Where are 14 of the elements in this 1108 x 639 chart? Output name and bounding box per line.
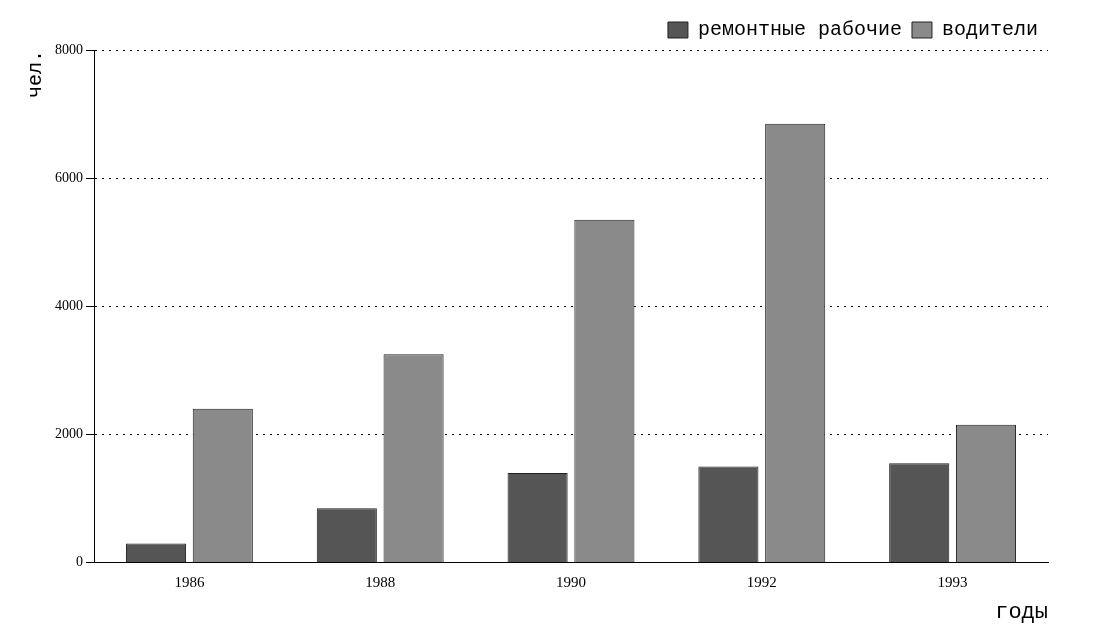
y-tick-label: 4000 — [55, 297, 83, 313]
y-tick-label: 0 — [76, 554, 83, 570]
y-axis-title: чел. — [24, 50, 48, 99]
x-tick-label: 1993 — [937, 573, 968, 590]
legend-label: водители — [941, 18, 1038, 42]
x-tick-label: 1988 — [365, 573, 396, 590]
x-tick-label: 1992 — [746, 573, 777, 590]
y-tick-label: 6000 — [55, 169, 83, 185]
y-tick-label: 2000 — [55, 426, 83, 442]
x-tick-label: 1990 — [556, 573, 586, 590]
x-axis-title: годы — [995, 599, 1048, 625]
x-tick-label: 1986 — [174, 573, 205, 590]
y-tick-label: 8000 — [55, 41, 83, 57]
legend-label: ремонтные рабочие — [697, 18, 902, 42]
